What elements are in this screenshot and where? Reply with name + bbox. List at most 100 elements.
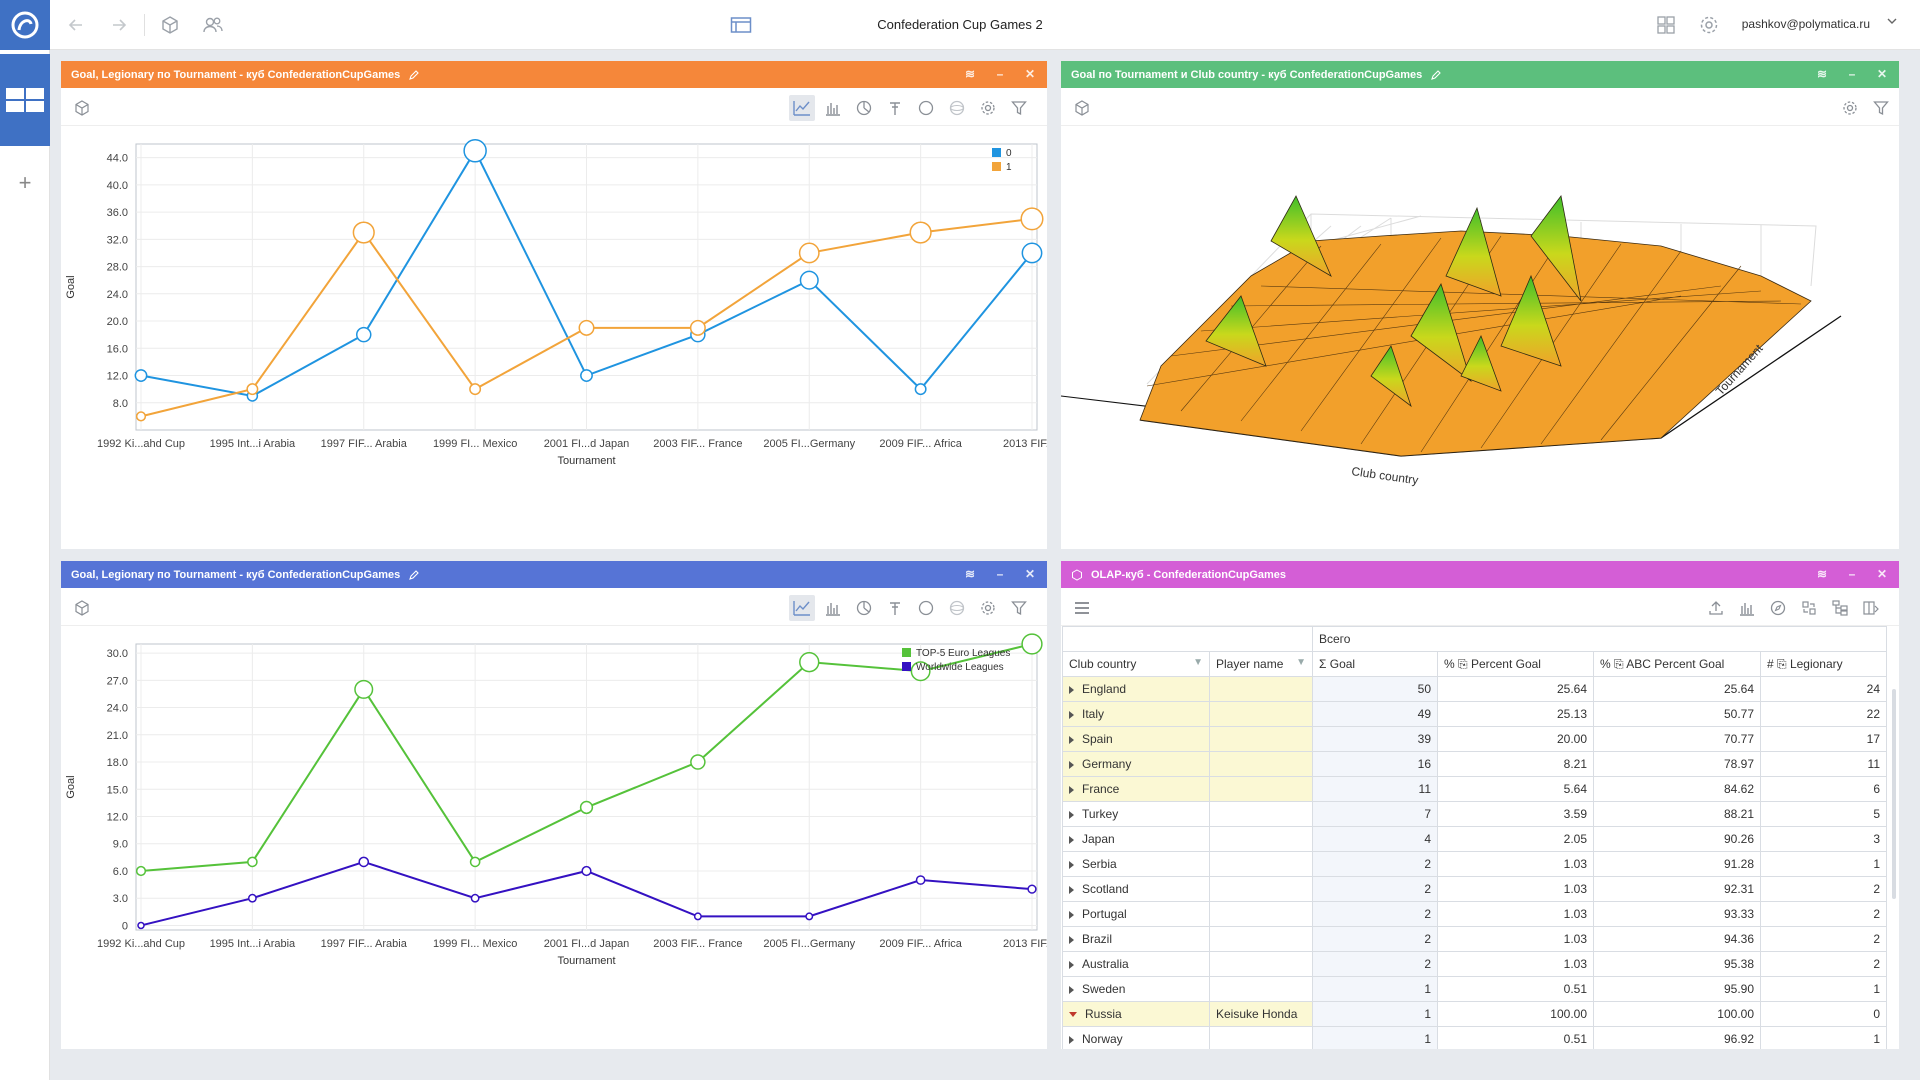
data-point[interactable] (135, 865, 147, 877)
compass-icon[interactable] (1765, 595, 1791, 621)
data-point[interactable] (693, 912, 702, 921)
data-point[interactable] (798, 242, 820, 264)
row-expand-cell[interactable]: England (1062, 676, 1210, 702)
table-row[interactable]: France 11 5.64 84.62 6 (1062, 776, 1887, 802)
settings-gear-icon[interactable] (975, 595, 1001, 621)
settings-gear-icon[interactable] (1697, 13, 1721, 37)
data-point[interactable] (134, 369, 148, 382)
layout-tab[interactable] (0, 54, 50, 146)
edit-pencil-icon[interactable] (1430, 69, 1442, 81)
row-expand-cell[interactable]: Spain (1062, 726, 1210, 752)
data-point[interactable] (580, 369, 593, 382)
minimize-icon[interactable]: – (996, 67, 1004, 81)
column-header-goal[interactable]: Σ Goal (1312, 651, 1438, 677)
data-point[interactable] (135, 411, 147, 422)
row-expand-cell[interactable]: Turkey (1062, 801, 1210, 827)
column-header-legionary[interactable]: # ⎘ Legionary (1760, 651, 1887, 677)
column-header-player-name[interactable]: Player name ▼ (1209, 651, 1313, 677)
data-point[interactable] (915, 875, 926, 885)
data-point[interactable] (805, 912, 814, 921)
table-row[interactable]: Brazil 2 1.03 94.36 2 (1062, 926, 1887, 952)
row-expand-cell[interactable]: Portugal (1062, 901, 1210, 927)
layers-icon[interactable]: ≋ (964, 567, 976, 581)
data-point[interactable] (469, 383, 482, 396)
filter-funnel-icon[interactable] (1006, 95, 1032, 121)
sphere-chart-icon[interactable] (944, 95, 970, 121)
data-point[interactable] (1021, 242, 1043, 264)
menu-list-icon[interactable] (1069, 595, 1095, 621)
data-point[interactable] (581, 865, 592, 877)
column-header-abc-percent-goal[interactable]: % ⎘ ABC Percent Goal (1593, 651, 1761, 677)
layers-icon[interactable]: ≋ (964, 67, 976, 81)
expand-arrow-icon[interactable] (1069, 910, 1074, 919)
table-row[interactable]: Scotland 2 1.03 92.31 2 (1062, 876, 1887, 902)
cube-icon[interactable] (1069, 95, 1095, 121)
data-point[interactable] (579, 800, 594, 815)
filter-funnel-icon[interactable] (1006, 595, 1032, 621)
sphere-chart-icon[interactable] (944, 595, 970, 621)
data-point[interactable] (354, 679, 374, 699)
expand-arrow-icon[interactable] (1069, 785, 1074, 794)
line-chart-icon[interactable] (789, 595, 815, 621)
forward-arrow-icon[interactable] (107, 13, 131, 37)
data-point[interactable] (469, 856, 481, 868)
expand-arrow-icon[interactable] (1069, 760, 1074, 769)
row-expand-cell[interactable]: Scotland (1062, 876, 1210, 902)
bar-chart-icon[interactable] (820, 95, 846, 121)
data-point[interactable] (463, 139, 487, 163)
layout-window-icon[interactable] (729, 13, 753, 37)
layers-icon[interactable]: ≋ (1816, 567, 1828, 581)
filter-funnel-icon[interactable]: ▼ (1193, 657, 1203, 668)
minimize-icon[interactable]: – (996, 567, 1004, 581)
edit-pencil-icon[interactable] (408, 569, 420, 581)
app-logo[interactable] (0, 0, 50, 50)
filter-funnel-icon[interactable] (1868, 95, 1894, 121)
pin-tool-icon[interactable] (882, 95, 908, 121)
settings-gear-icon[interactable] (975, 95, 1001, 121)
row-expand-cell[interactable]: Serbia (1062, 851, 1210, 877)
circle-chart-icon[interactable] (913, 595, 939, 621)
collapse-arrow-icon[interactable] (1069, 1012, 1077, 1018)
user-email[interactable]: pashkov@polymatica.ru (1741, 17, 1870, 31)
row-expand-cell[interactable]: France (1062, 776, 1210, 802)
close-icon[interactable]: ✕ (1024, 67, 1036, 81)
row-expand-cell[interactable]: Australia (1062, 951, 1210, 977)
expand-arrow-icon[interactable] (1069, 985, 1074, 994)
expand-arrow-icon[interactable] (1069, 885, 1074, 894)
row-expand-cell[interactable]: Brazil (1062, 926, 1210, 952)
table-row[interactable]: Sweden 1 0.51 95.90 1 (1062, 976, 1887, 1002)
users-icon[interactable] (201, 13, 225, 37)
column-header-percent-goal[interactable]: % ⎘ Percent Goal (1437, 651, 1594, 677)
cube-icon[interactable] (69, 95, 95, 121)
expand-arrow-icon[interactable] (1069, 710, 1074, 719)
table-row[interactable]: England 50 25.64 25.64 24 (1062, 676, 1887, 702)
data-point[interactable] (358, 856, 370, 868)
expand-arrow-icon[interactable] (1069, 960, 1074, 969)
data-point[interactable] (247, 856, 258, 868)
row-expand-cell[interactable]: Norway (1062, 1026, 1210, 1049)
expand-arrow-icon[interactable] (1069, 1035, 1074, 1044)
minimize-icon[interactable]: – (1848, 67, 1856, 81)
row-expand-cell[interactable]: Russia (1062, 1001, 1210, 1027)
add-layout-button[interactable]: + (18, 170, 32, 195)
cube-icon[interactable] (69, 595, 95, 621)
table-row[interactable]: Australia 2 1.03 95.38 2 (1062, 951, 1887, 977)
settings-gear-icon[interactable] (1837, 95, 1863, 121)
data-point[interactable] (137, 921, 145, 930)
data-point[interactable] (356, 326, 372, 343)
bar-chart-icon[interactable] (1734, 595, 1760, 621)
circle-chart-icon[interactable] (913, 95, 939, 121)
back-arrow-icon[interactable] (64, 13, 88, 37)
layers-icon[interactable]: ≋ (1816, 67, 1828, 81)
data-point[interactable] (247, 893, 257, 903)
data-point[interactable] (689, 319, 706, 336)
pin-tool-icon[interactable] (882, 595, 908, 621)
expand-arrow-icon[interactable] (1069, 860, 1074, 869)
column-settings-icon[interactable] (1858, 595, 1884, 621)
cube-icon[interactable] (158, 13, 182, 37)
data-point[interactable] (470, 893, 480, 903)
data-point[interactable] (690, 754, 706, 770)
transpose-icon[interactable] (1796, 595, 1822, 621)
row-expand-cell[interactable]: Sweden (1062, 976, 1210, 1002)
table-row[interactable]: Serbia 2 1.03 91.28 1 (1062, 851, 1887, 877)
